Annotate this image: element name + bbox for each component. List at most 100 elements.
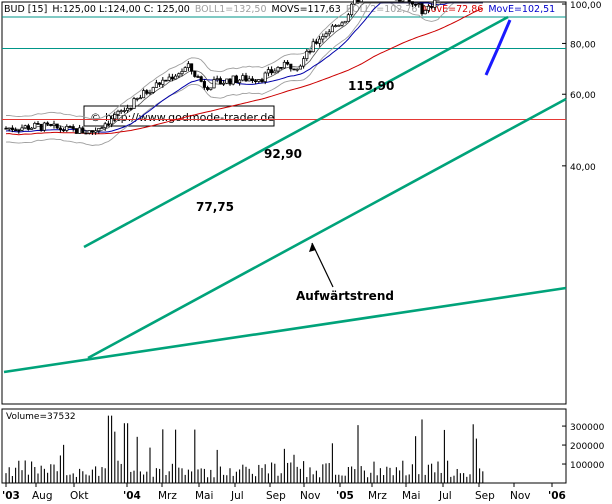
- price-tick-label: 40,00: [570, 163, 596, 173]
- moving-average-gray: [5, 2, 483, 133]
- candle-body: [359, 0, 363, 3]
- volume-tick-label: 300000: [570, 423, 605, 433]
- candle-body: [7, 127, 11, 130]
- time-tick-label: Okt: [70, 490, 88, 502]
- candle-body: [273, 70, 277, 74]
- candle-body: [33, 122, 37, 129]
- candle-body: [228, 78, 232, 85]
- candle-body: [97, 127, 101, 132]
- candle-body: [356, 0, 360, 3]
- time-tick-label: '03: [2, 490, 20, 502]
- candle-body: [87, 130, 91, 134]
- candle-body: [52, 123, 56, 126]
- candle-body: [334, 25, 338, 27]
- watermark-url: http://www.godmode-trader.de: [105, 111, 274, 124]
- candle-body: [119, 110, 123, 113]
- candle-body: [398, 0, 402, 2]
- candle-body: [145, 90, 149, 94]
- candle-body: [282, 61, 286, 69]
- candle-body: [417, 3, 421, 6]
- candle-body: [308, 50, 312, 53]
- horizontal-levels: [2, 16, 566, 121]
- time-tick-label: Mai: [402, 490, 420, 502]
- candle-body: [241, 75, 245, 81]
- time-tick-label: Sep: [475, 490, 495, 502]
- candle-body: [430, 5, 434, 8]
- candle-body: [266, 69, 270, 74]
- candle-body: [183, 67, 187, 72]
- time-tick-label: Mrz: [368, 490, 387, 502]
- candle-body: [90, 130, 94, 133]
- candle-body: [164, 79, 168, 82]
- candle-body: [324, 33, 328, 37]
- candle-body: [20, 127, 24, 131]
- candle-body: [298, 65, 302, 70]
- time-tick-label: Aug: [32, 490, 53, 502]
- candle-body: [36, 122, 40, 125]
- candle-body: [225, 78, 229, 84]
- candle-body: [423, 10, 427, 15]
- header-boll1: BOLL1=132,50: [195, 4, 267, 15]
- candle-body: [100, 127, 104, 130]
- watermark: © http://www.godmode-trader.de: [83, 105, 275, 127]
- annotation-115-90: 115,90: [348, 79, 394, 93]
- volume-tick-label: 200000: [570, 442, 605, 452]
- candle-body: [193, 70, 197, 77]
- volume-label: Volume=37532: [6, 412, 76, 422]
- price-tick-label: 100,00: [570, 1, 602, 11]
- candle-body: [401, 0, 405, 2]
- candle-body: [161, 79, 165, 85]
- candle-body: [340, 22, 344, 26]
- candle-body: [263, 72, 267, 82]
- candle-body: [158, 82, 162, 85]
- candle-body: [250, 78, 254, 82]
- candle-body: [218, 78, 222, 85]
- watermark-box: [83, 105, 275, 127]
- candlesticks: [4, 0, 440, 135]
- candle-body: [81, 127, 85, 134]
- candle-body: [199, 76, 203, 82]
- candle-body: [353, 0, 357, 5]
- candle-body: [407, 0, 411, 2]
- candle-body: [46, 122, 50, 125]
- candle-body: [42, 122, 46, 131]
- header-move-red: MovE=72,86: [423, 4, 484, 15]
- bollinger-lower: [5, 2, 483, 146]
- candle-body: [106, 123, 110, 126]
- candle-body: [238, 79, 242, 84]
- candle-body: [234, 75, 238, 84]
- candle-body: [295, 68, 299, 71]
- candle-body: [346, 14, 350, 22]
- annotation-77-75: 77,75: [196, 200, 234, 214]
- candle-body: [84, 132, 88, 135]
- candle-body: [62, 129, 66, 132]
- price-tick-label: 80,00: [570, 40, 596, 50]
- candle-body: [74, 128, 78, 134]
- header-boll2: BOLL2=102,76: [346, 4, 418, 15]
- candle-body: [17, 129, 21, 132]
- annotation-aufwaertstrend: Aufwärtstrend: [296, 289, 394, 303]
- candle-body: [49, 124, 53, 126]
- aufwaertstrend-arrowhead: [309, 243, 316, 252]
- candle-body: [314, 41, 318, 44]
- header-prefix: BUD [15]: [4, 4, 47, 15]
- candle-body: [142, 90, 146, 99]
- candle-body: [212, 79, 216, 89]
- candle-body: [330, 25, 334, 33]
- candle-body: [420, 3, 424, 15]
- candle-body: [254, 80, 258, 83]
- watermark-copyright-symbol: ©: [90, 111, 101, 124]
- forecast-arrow: [484, 19, 512, 76]
- candle-body: [257, 79, 261, 82]
- time-tick-label: '04: [123, 490, 141, 502]
- forecast-line: [484, 19, 512, 76]
- candle-body: [126, 107, 130, 111]
- candle-body: [321, 36, 325, 40]
- candle-body: [170, 76, 174, 80]
- candle-body: [276, 66, 280, 72]
- candle-body: [305, 50, 309, 60]
- candle-body: [65, 126, 69, 131]
- candle-body: [68, 126, 72, 128]
